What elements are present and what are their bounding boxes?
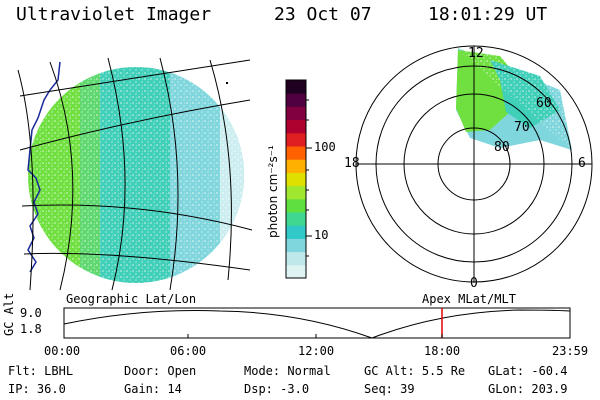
colorbar-step <box>286 80 306 94</box>
colorbar-step <box>286 198 306 213</box>
polar-panel-label: Apex MLat/MLT <box>422 292 516 306</box>
timeline-xtick-1800: 18:00 <box>424 344 461 358</box>
geo-panel-label: Geographic Lat/Lon <box>66 292 197 306</box>
colorbar-strip <box>286 80 306 279</box>
mlat-label-80: 80 <box>494 140 510 155</box>
colorbar-step <box>286 93 306 107</box>
instrument-title: Ultraviolet Imager <box>16 4 212 25</box>
altitude-curve <box>63 309 571 339</box>
colorbar-step <box>286 238 306 253</box>
mlt-label-0: 0 <box>470 276 478 291</box>
colorbar-label-10: 10 <box>314 228 329 242</box>
colorbar-step <box>286 225 306 239</box>
colorbar-step <box>286 132 306 147</box>
colorbar-step <box>286 119 306 134</box>
colorbar-step <box>286 106 306 121</box>
timeline-xtick-0000: 00:00 <box>44 344 81 358</box>
colorbar-step <box>286 264 306 279</box>
status-gc-alt: GC Alt: 5.5 Re <box>364 364 466 378</box>
timeline-axis-label: GC Alt <box>2 292 16 336</box>
date-label: 23 Oct 07 <box>274 4 372 25</box>
colorbar-label-100: 100 <box>314 140 336 154</box>
colorbar-step <box>286 159 306 173</box>
colorbar-step <box>286 185 306 200</box>
status-gain: Gain: 14 <box>124 382 182 396</box>
timeline-xtick-0600: 06:00 <box>170 344 207 358</box>
mlt-label-18: 18 <box>344 156 360 171</box>
status-glon: GLon: 203.9 <box>488 382 568 396</box>
timeline-ytick-max: 9.0 <box>20 306 42 320</box>
coastline <box>27 61 61 273</box>
timeline-xtick-1200: 12:00 <box>298 344 335 358</box>
polar-grid <box>355 45 593 283</box>
colorbar-step <box>286 172 306 187</box>
colorbar-step <box>286 251 306 266</box>
mlt-label-6: 6 <box>578 156 586 171</box>
mlat-label-70: 70 <box>514 120 530 135</box>
status-dsp: Dsp: -3.0 <box>244 382 310 396</box>
status-filter: Flt: LBHL <box>8 364 74 378</box>
time-label: 18:01:29 UT <box>428 4 548 25</box>
geo-grid <box>17 57 253 291</box>
status-seq: Seq: 39 <box>364 382 415 396</box>
colorbar-step <box>286 212 306 226</box>
status-mode: Mode: Normal <box>244 364 331 378</box>
status-door: Door: Open <box>124 364 197 378</box>
colorbar-step <box>286 146 306 160</box>
timeline-ytick-min: 1.8 <box>20 322 42 336</box>
timeline-xtick-2359: 23:59 <box>552 344 589 358</box>
mlat-label-60: 60 <box>536 96 552 111</box>
timeline-frame <box>63 307 571 339</box>
mlt-label-12: 12 <box>468 46 484 61</box>
status-ip: IP: 36.0 <box>8 382 66 396</box>
status-glat: GLat: -60.4 <box>488 364 568 378</box>
